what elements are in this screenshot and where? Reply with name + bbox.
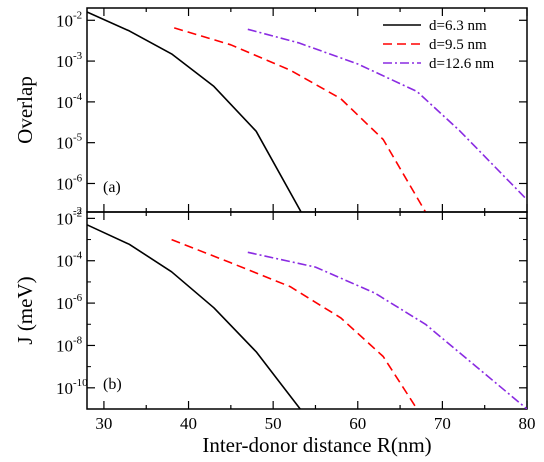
x-tick-label: 50	[265, 414, 282, 433]
y-tick-base: 10	[56, 379, 73, 398]
panel-label: (a)	[103, 179, 121, 196]
series-line	[247, 28, 527, 201]
y-tick-label: 10 -4	[56, 250, 83, 271]
series-line	[87, 224, 301, 409]
y-tick-exp: -4	[73, 91, 83, 103]
y-axis-label: J (meV)	[13, 276, 37, 344]
y-tick-exp: -6	[73, 292, 83, 304]
y-tick-label: 10 -4	[56, 91, 83, 112]
series-group	[87, 11, 527, 212]
series-group	[87, 224, 527, 409]
legend: d=6.3 nm d=9.5 nm d=12.6 nm	[383, 18, 494, 72]
y-tick-base: 10	[56, 174, 73, 193]
x-tick-label: 60	[349, 414, 366, 433]
y-tick-label: 10 -8	[56, 334, 83, 355]
y-tick-base: 10	[56, 209, 73, 228]
series-line	[87, 11, 302, 212]
x-axis-label: Inter-donor distance R(nm)	[202, 433, 431, 457]
y-tick-label: 10 -2	[56, 9, 82, 30]
y-tick-base: 10	[56, 252, 73, 271]
y-tick-label: 10 -6	[56, 172, 83, 193]
y-tick-base: 10	[56, 11, 73, 30]
y-tick-label: 10 -2	[56, 207, 82, 228]
y-tick-label: 10 -5	[56, 132, 83, 153]
series-line	[173, 27, 427, 212]
legend-label: d=9.5 nm	[429, 37, 487, 53]
y-tick-base: 10	[56, 134, 73, 153]
y-tick-exp: -3	[73, 50, 83, 62]
y-tick-exp: -5	[73, 132, 83, 144]
y-tick-exp: -2	[73, 207, 82, 219]
y-tick-exp: -8	[73, 334, 83, 346]
y-tick-base: 10	[56, 294, 73, 313]
series-line	[247, 251, 527, 409]
panel-label: (b)	[103, 376, 122, 393]
x-tick-label: 70	[434, 414, 451, 433]
y-tick-exp: -2	[73, 9, 82, 21]
x-tick-label: 30	[95, 414, 112, 433]
y-tick-label: 10 -6	[56, 292, 83, 313]
legend-label: d=12.6 nm	[429, 56, 494, 72]
series-line	[171, 238, 418, 409]
y-tick-base: 10	[56, 52, 73, 71]
y-tick-label: 10 -3	[56, 50, 83, 71]
y-tick-exp: -4	[73, 250, 83, 262]
x-tick-label: 80	[519, 414, 536, 433]
x-tick-label: 40	[180, 414, 197, 433]
y-tick-exp: -10	[73, 377, 88, 389]
legend-label: d=6.3 nm	[429, 18, 487, 34]
plot-frame	[86, 211, 528, 410]
y-axis-label: Overlap	[13, 76, 37, 144]
y-tick-base: 10	[56, 336, 73, 355]
y-tick-exp: -6	[73, 172, 83, 184]
y-tick-exp-bottom: -2	[73, 205, 82, 217]
y-tick-base: 10	[56, 93, 73, 112]
y-tick-label: 10 -10	[56, 377, 88, 398]
